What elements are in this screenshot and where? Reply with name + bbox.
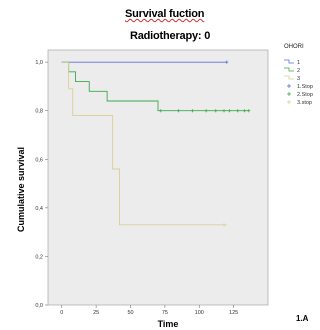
legend-swatch-censor [287, 84, 291, 88]
y-tick-label: 0,2 [35, 254, 43, 260]
series-2-censor-mark [227, 109, 232, 113]
plot-area [47, 49, 269, 306]
y-tick-label: 0,4 [35, 206, 43, 212]
y-tick-label: 0,0 [35, 303, 43, 309]
series-2-censor-mark [236, 109, 240, 113]
chart-title: Survival fuction [125, 8, 205, 20]
y-tick-label: 0,6 [35, 157, 43, 163]
series-3-line [61, 61, 227, 226]
x-tick-label: 50 [127, 310, 133, 316]
x-tick-label: 0 [60, 310, 63, 316]
legend-entry-label: 1 [297, 60, 300, 66]
series-2-censor-mark [214, 109, 218, 113]
x-tick-label: 25 [93, 310, 99, 316]
series-2-censor-mark [159, 109, 163, 113]
series-2-censor-mark [222, 109, 226, 113]
x-tick-label: 75 [162, 310, 168, 316]
chart-subtitle: Radiotherapy: 0 [130, 30, 211, 42]
series-2-censor-mark [247, 109, 251, 113]
series-3-censor-mark [222, 223, 226, 227]
legend-swatch-line [284, 75, 294, 80]
y-axis-label: Cumulative survival [16, 147, 26, 232]
series-2-censor-mark [204, 109, 208, 113]
x-tick-label: 125 [229, 310, 238, 316]
legend-swatch-line [284, 67, 294, 72]
legend-entry-label: 1.Stop [297, 84, 313, 90]
series-2-censor-mark [190, 109, 194, 113]
legend-entry-label: 2 [297, 68, 300, 74]
x-axis-label: Time [158, 319, 179, 329]
legend-entry-label: 3 [297, 76, 300, 82]
legend: OHORI 1 2 3 1.Stop 2.Stop 3.stop [284, 44, 313, 106]
series-2-censor-mark [177, 109, 181, 113]
legend-entry-label: 3.stop [297, 100, 312, 106]
series-2-censor-mark [243, 109, 247, 113]
legend-swatch-censor [287, 92, 291, 96]
y-tick-label: 0,8 [35, 109, 43, 115]
series-1-censor-mark [225, 60, 229, 64]
legend-swatch-censor [287, 100, 291, 104]
legend-entry-label: 2.Stop [297, 92, 313, 98]
legend-title: OHORI [284, 44, 304, 50]
figure-label: 1.A [296, 314, 309, 323]
legend-swatch-line [284, 59, 294, 64]
x-tick-label: 100 [195, 310, 204, 316]
y-tick-label: 1,0 [35, 60, 43, 66]
